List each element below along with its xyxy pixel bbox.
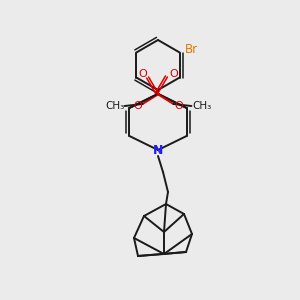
Text: O: O <box>174 101 183 111</box>
Text: Br: Br <box>185 43 198 56</box>
Text: N: N <box>153 143 163 157</box>
Text: O: O <box>138 69 147 79</box>
Text: O: O <box>169 69 178 79</box>
Text: CH₃: CH₃ <box>193 101 212 111</box>
Text: CH₃: CH₃ <box>105 101 124 111</box>
Text: O: O <box>133 101 142 111</box>
